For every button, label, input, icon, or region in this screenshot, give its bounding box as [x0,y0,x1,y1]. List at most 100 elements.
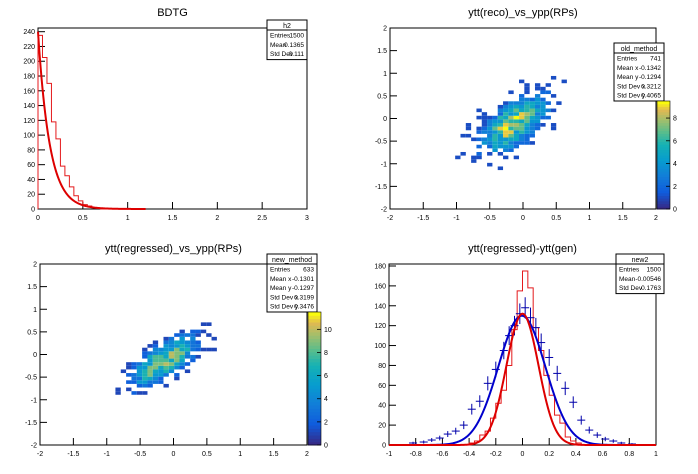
chart-title: ytt(regressed)-ytt(gen) [468,243,577,255]
heatmap-cell [476,151,482,156]
heatmap-cell [195,340,201,345]
palette-tick-label: 4 [324,396,328,403]
heatmap-cell [497,104,504,109]
heatmap-cell [524,83,530,87]
heatmap-cell [131,380,137,384]
y-tick-label: 160 [374,283,386,290]
heatmap-cell [508,90,514,95]
heatmap-cell [534,101,541,105]
y-tick-label: 180 [374,263,386,270]
heatmap-cell [508,137,514,142]
heatmap-cell [142,373,148,377]
palette-tick-label: 0 [324,443,328,450]
stats-value: 633 [303,267,314,274]
heatmap-cell [497,137,504,142]
heatmap-cell [529,119,535,124]
heatmap-cell [519,137,525,142]
heatmap-cell [534,86,541,91]
heatmap-cell [497,141,504,145]
stats-value: 0.4065 [641,93,661,100]
palette-band [308,338,321,343]
heatmap-cell [211,347,217,352]
heatmap-cell [508,133,514,138]
stats-label: Mean x [617,65,639,72]
stats-value: 0.1763 [641,285,661,292]
palette-band [308,368,321,373]
palette-band [308,405,321,409]
heatmap-cell [524,108,530,113]
stats-value: -0.1294 [639,74,661,81]
heatmap-cell [147,383,153,388]
palette-band [657,109,670,113]
chart-title: ytt(regressed)_vs_ypp(RPs) [105,243,242,255]
palette-band [308,375,321,379]
heatmap-cell [508,144,514,149]
heatmap-cell [168,340,175,345]
x-tick-label: 0.5 [202,451,212,458]
palette-band [657,171,670,175]
x-tick-label: 1 [654,451,658,458]
heatmap-cell [142,380,148,384]
heatmap-cell [147,351,153,355]
y-tick-label: 120 [23,118,35,125]
heatmap-cell [190,333,196,337]
heatmap-cell [152,340,159,345]
heatmap-cell [126,362,132,366]
y-tick-label: 0.5 [27,329,37,336]
y-tick-label: 120 [374,323,386,330]
palette-band [308,428,321,433]
heatmap-cell [115,387,121,392]
heatmap-cell [524,90,530,95]
heatmap-cell [508,104,514,109]
stats-label: Mean x [270,276,292,283]
stats-label: Mean [270,42,287,49]
heatmap-cell [550,75,557,80]
heatmap-cell [179,347,185,352]
heatmap-cell [497,130,504,134]
palette-frame [656,100,671,210]
heatmap-cell [519,119,525,124]
x-tick-label: 0.4 [571,451,581,458]
palette-band [657,176,670,180]
heatmap-cell [142,391,148,395]
palette-band [308,415,321,419]
heatmap-cell [136,365,143,370]
heatmap-cell [519,79,525,84]
heatmap-cell [152,344,159,348]
palette-band [657,128,670,132]
stats-value: 1500 [647,267,662,274]
heatmap-cell [158,358,164,363]
heatmap-cell [534,94,541,98]
palette-tick-label: 10 [324,327,332,334]
y-tick-label: 1.5 [27,284,37,291]
x-tick-label: 0.6 [598,451,608,458]
stats-name: new2 [632,257,649,264]
heatmap-cell [503,112,509,116]
heatmap-cell [168,369,175,374]
heatmap-cell [163,354,169,359]
x-tick-label: -1 [104,451,110,458]
heatmap-cell [487,130,493,134]
heatmap-cell [545,115,551,120]
heatmap-cell [540,104,546,109]
x-tick-label: 0 [172,451,176,458]
x-tick-label: 2.5 [257,215,267,222]
heatmap-cell [545,108,551,113]
stats-label: Std Dev x [270,294,299,301]
heatmap-cell [152,376,159,381]
heatmap-cell [481,141,488,145]
heatmap-cell [519,112,525,116]
heatmap-cell [534,97,541,102]
heatmap-cell [195,347,201,352]
heatmap-cell [115,391,121,395]
chart-title: BDTG [157,7,188,19]
heatmap-cell [190,329,196,334]
heatmap-cell [534,115,541,120]
heatmap-cell [492,123,498,127]
palette-band [308,335,321,340]
heatmap-cell [529,115,535,120]
heatmap-cell [158,351,164,355]
x-tick-label: 1 [126,215,130,222]
heatmap-cell [497,126,504,131]
y-tick-label: 0 [382,443,386,450]
